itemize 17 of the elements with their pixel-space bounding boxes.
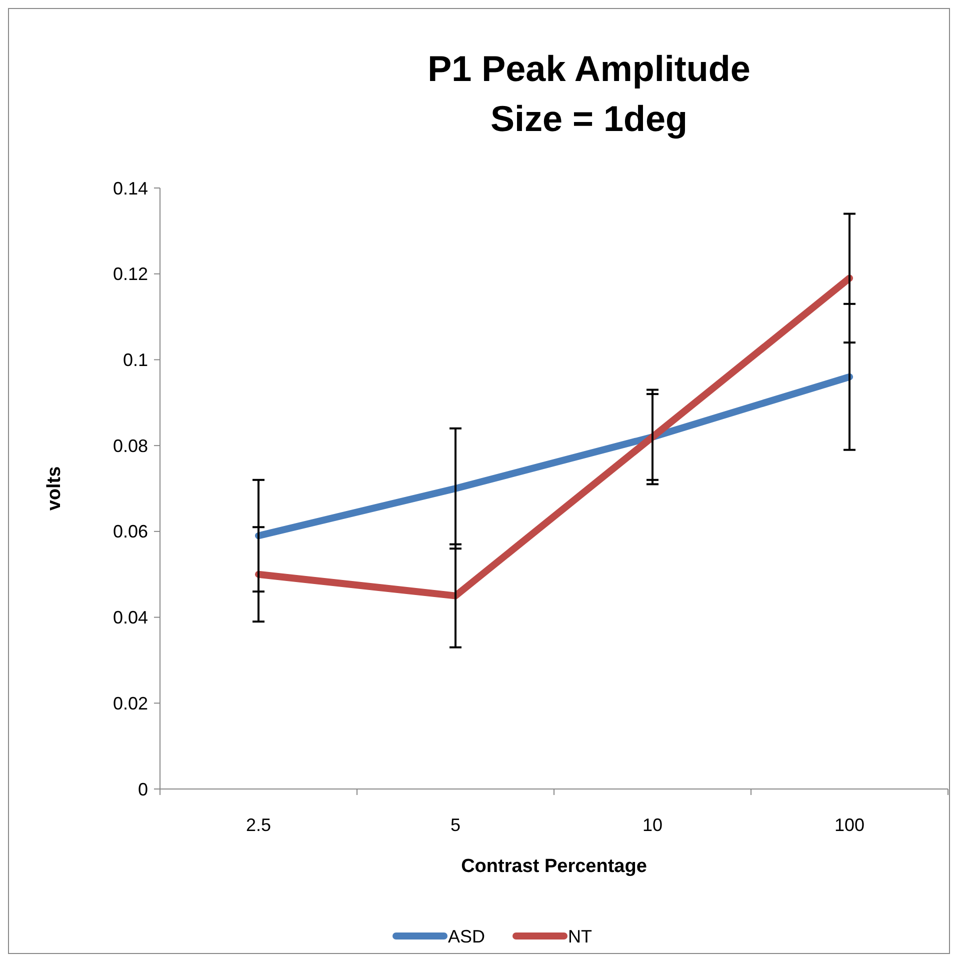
- y-tick-label: 0.08: [112, 436, 148, 456]
- y-tick-label: 0.14: [112, 178, 148, 198]
- y-tick-label: 0.04: [112, 608, 148, 628]
- y-axis-title: volts: [44, 466, 65, 511]
- x-tick-label: 2.5: [246, 815, 272, 835]
- y-tick-label: 0.02: [112, 693, 148, 714]
- x-axis-title: Contrast Percentage: [461, 856, 647, 877]
- x-tick-label: 10: [642, 815, 663, 835]
- x-tick-label: 5: [450, 815, 461, 835]
- legend-label: NT: [568, 926, 592, 946]
- legend-label: ASD: [448, 926, 486, 946]
- y-tick-label: 0.12: [112, 264, 148, 284]
- y-tick-label: 0: [138, 779, 148, 800]
- y-tick-label: 0.1: [122, 350, 148, 370]
- x-tick-label: 100: [834, 815, 865, 835]
- y-tick-label: 0.06: [112, 522, 148, 542]
- chart-title: P1 Peak Amplitude Size = 1deg: [428, 48, 750, 139]
